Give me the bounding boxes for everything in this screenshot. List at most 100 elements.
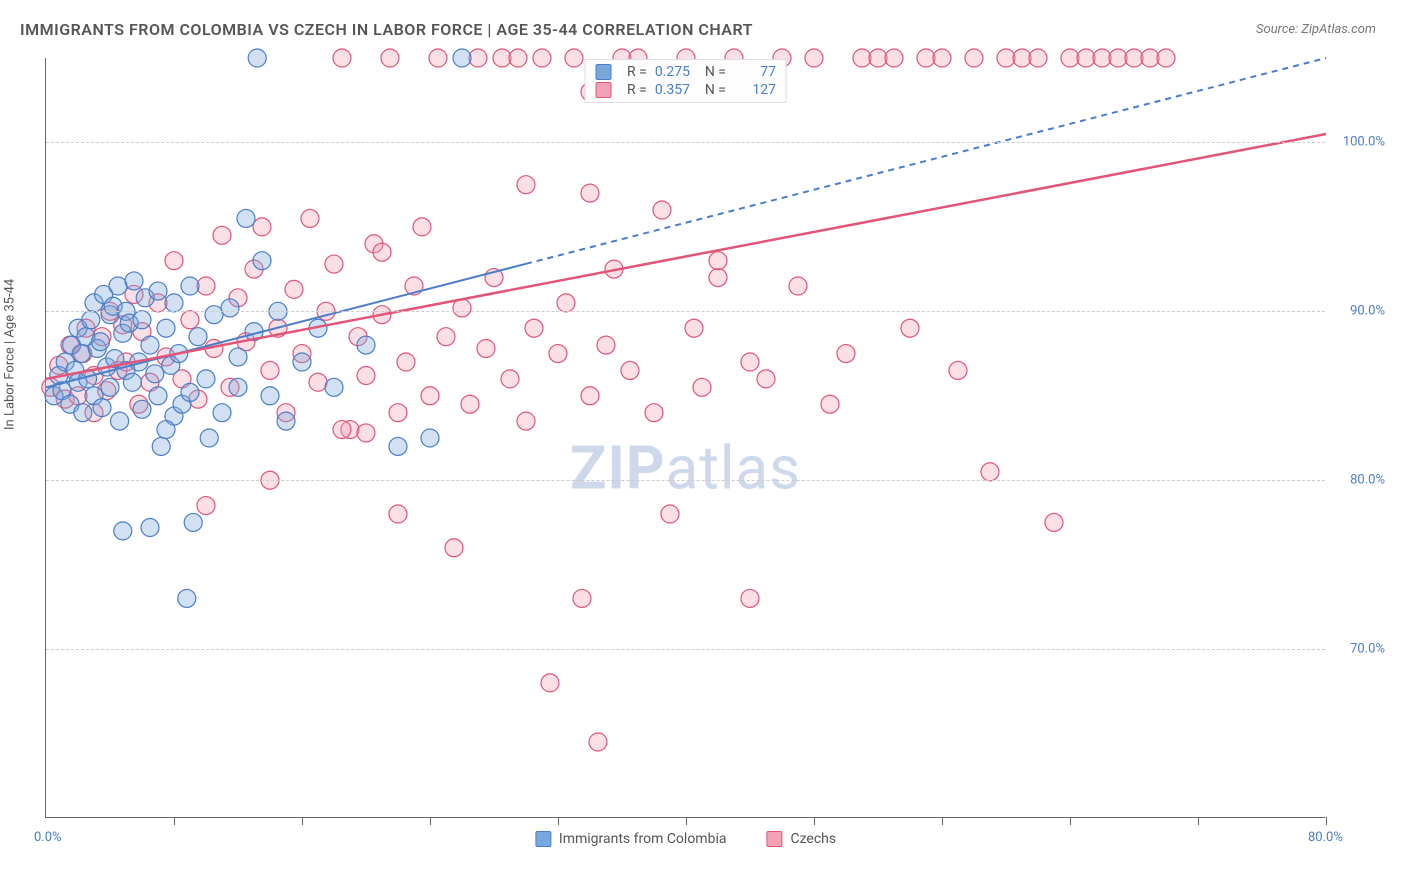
scatter-point-colombia — [157, 319, 175, 337]
scatter-point-colombia — [114, 522, 132, 540]
scatter-point-czechs — [469, 49, 487, 67]
scatter-point-colombia — [253, 252, 271, 270]
scatter-point-colombia — [389, 437, 407, 455]
scatter-point-czechs — [461, 395, 479, 413]
scatter-point-colombia — [181, 383, 199, 401]
scatter-point-colombia — [125, 272, 143, 290]
scatter-point-colombia — [221, 299, 239, 317]
gridline — [46, 142, 1325, 143]
x-tick — [942, 817, 943, 825]
scatter-point-czechs — [397, 353, 415, 371]
scatter-point-czechs — [285, 280, 303, 298]
scatter-point-colombia — [101, 378, 119, 396]
scatter-point-czechs — [709, 269, 727, 287]
scatter-point-czechs — [573, 589, 591, 607]
legend-label: Immigrants from Colombia — [559, 831, 727, 847]
scatter-point-colombia — [109, 277, 127, 295]
scatter-point-czechs — [525, 319, 543, 337]
scatter-point-czechs — [581, 387, 599, 405]
x-tick — [814, 817, 815, 825]
stats-legend-row-czechs: R = 0.357 N = 127 — [595, 82, 776, 98]
scatter-point-colombia — [111, 412, 129, 430]
scatter-point-czechs — [1125, 49, 1143, 67]
x-tick — [430, 817, 431, 825]
scatter-point-czechs — [509, 49, 527, 67]
scatter-point-czechs — [997, 49, 1015, 67]
scatter-point-colombia — [141, 336, 159, 354]
scatter-point-czechs — [885, 49, 903, 67]
scatter-point-colombia — [248, 49, 266, 67]
scatter-point-czechs — [805, 49, 823, 67]
scatter-point-czechs — [261, 361, 279, 379]
y-axis-label: In Labor Force | Age 35-44 — [3, 279, 18, 430]
scatter-point-colombia — [178, 589, 196, 607]
stats-n-value: 127 — [734, 82, 776, 98]
scatter-point-czechs — [653, 201, 671, 219]
scatter-point-czechs — [741, 589, 759, 607]
scatter-point-colombia — [152, 437, 170, 455]
scatter-point-colombia — [72, 345, 90, 363]
scatter-point-colombia — [261, 387, 279, 405]
chart-container: IMMIGRANTS FROM COLOMBIA VS CZECH IN LAB… — [0, 0, 1406, 892]
scatter-point-czechs — [581, 184, 599, 202]
legend-swatch — [595, 64, 611, 80]
scatter-point-colombia — [229, 378, 247, 396]
scatter-point-colombia — [123, 373, 141, 391]
x-tick — [1326, 817, 1327, 825]
scatter-point-czechs — [853, 49, 871, 67]
scatter-point-czechs — [429, 49, 447, 67]
x-tick — [1198, 817, 1199, 825]
scatter-point-colombia — [82, 311, 100, 329]
scatter-point-czechs — [933, 49, 951, 67]
x-tick — [686, 817, 687, 825]
scatter-point-colombia — [325, 378, 343, 396]
scatter-point-czechs — [757, 370, 775, 388]
x-axis-start-label: 0.0% — [34, 830, 62, 845]
scatter-point-czechs — [437, 328, 455, 346]
scatter-point-czechs — [333, 49, 351, 67]
scatter-point-czechs — [621, 361, 639, 379]
scatter-point-czechs — [445, 539, 463, 557]
stats-r-label: R = — [627, 82, 647, 98]
scatter-point-czechs — [421, 387, 439, 405]
scatter-point-colombia — [141, 519, 159, 537]
scatter-point-czechs — [565, 49, 583, 67]
scatter-point-czechs — [789, 277, 807, 295]
scatter-point-czechs — [357, 424, 375, 442]
scatter-point-czechs — [517, 176, 535, 194]
scatter-point-colombia — [133, 311, 151, 329]
scatter-point-czechs — [301, 209, 319, 227]
x-tick — [174, 817, 175, 825]
stats-legend-row-colombia: R = 0.275N = 77 — [595, 64, 776, 80]
scatter-point-czechs — [541, 674, 559, 692]
scatter-point-czechs — [533, 49, 551, 67]
scatter-point-czechs — [357, 367, 375, 385]
legend-item-colombia: Immigrants from Colombia — [535, 831, 727, 847]
scatter-point-colombia — [146, 365, 164, 383]
scatter-point-czechs — [965, 49, 983, 67]
scatter-point-colombia — [149, 282, 167, 300]
scatter-point-czechs — [197, 277, 215, 295]
scatter-point-czechs — [645, 404, 663, 422]
scatter-point-czechs — [557, 294, 575, 312]
stats-n-label: N = — [705, 82, 726, 98]
scatter-point-czechs — [549, 345, 567, 363]
scatter-point-czechs — [213, 226, 231, 244]
y-tick-label: 80.0% — [1350, 473, 1385, 488]
plot-area: ZIPatlas R = 0.275N = 77R = 0.357N = 127… — [45, 58, 1325, 818]
scatter-point-czechs — [501, 370, 519, 388]
y-tick-label: 100.0% — [1343, 135, 1385, 150]
scatter-point-czechs — [869, 49, 887, 67]
scatter-point-czechs — [1029, 49, 1047, 67]
scatter-point-colombia — [229, 348, 247, 366]
legend-item-czechs: Czechs — [766, 831, 836, 847]
x-tick — [558, 817, 559, 825]
scatter-point-colombia — [181, 277, 199, 295]
scatter-point-colombia — [74, 404, 92, 422]
stats-r-value: 0.357 — [655, 82, 697, 98]
scatter-point-czechs — [1045, 513, 1063, 531]
legend-label: Czechs — [790, 831, 836, 847]
scatter-point-czechs — [1013, 49, 1031, 67]
scatter-point-czechs — [1077, 49, 1095, 67]
scatter-point-colombia — [453, 49, 471, 67]
